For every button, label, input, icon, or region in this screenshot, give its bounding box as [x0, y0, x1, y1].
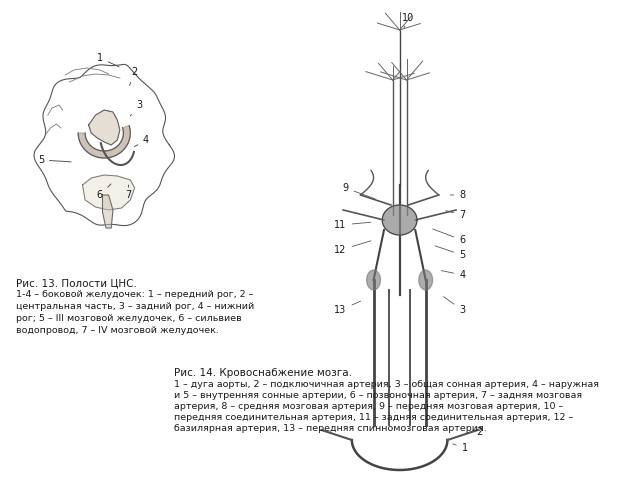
- Text: 12: 12: [334, 241, 371, 255]
- Text: 1: 1: [97, 53, 119, 67]
- Text: 3: 3: [131, 100, 142, 116]
- Polygon shape: [88, 110, 120, 145]
- Text: 1: 1: [452, 443, 468, 453]
- Text: 9: 9: [342, 183, 375, 199]
- Polygon shape: [419, 270, 433, 290]
- Polygon shape: [367, 270, 381, 290]
- Text: 1 – дуга аорты, 2 – подключичная артерия, 3 – общая сонная артерия, 4 – наружная: 1 – дуга аорты, 2 – подключичная артерия…: [173, 380, 599, 389]
- Text: Рис. 14. Кровоснабжение мозга.: Рис. 14. Кровоснабжение мозга.: [173, 368, 352, 378]
- Text: водопровод, 7 – IV мозговой желудочек.: водопровод, 7 – IV мозговой желудочек.: [15, 326, 218, 335]
- Text: и 5 – внутренняя сонные артерии, 6 – позвоночная артерия, 7 – задняя мозговая: и 5 – внутренняя сонные артерии, 6 – поз…: [173, 391, 582, 400]
- Text: 4: 4: [134, 135, 149, 146]
- Text: базилярная артерия, 13 – передняя спинномозговая артерия.: базилярная артерия, 13 – передняя спинно…: [173, 424, 486, 433]
- Text: 1-4 – боковой желудочек: 1 – передний рог, 2 –: 1-4 – боковой желудочек: 1 – передний ро…: [15, 290, 253, 299]
- Text: 8: 8: [450, 190, 465, 200]
- Text: передняя соединительная артерия, 11 – задняя соединительная артерия, 12 –: передняя соединительная артерия, 11 – за…: [173, 413, 573, 422]
- Text: Рис. 13. Полости ЦНС.: Рис. 13. Полости ЦНС.: [15, 278, 136, 288]
- Text: 3: 3: [444, 297, 465, 315]
- Text: 4: 4: [442, 270, 465, 280]
- Polygon shape: [102, 195, 113, 228]
- Text: 11: 11: [335, 220, 371, 230]
- Text: 6: 6: [433, 229, 465, 245]
- Text: 13: 13: [335, 301, 360, 315]
- Polygon shape: [78, 126, 131, 158]
- Text: 5: 5: [435, 246, 465, 260]
- Polygon shape: [382, 205, 417, 235]
- Polygon shape: [83, 175, 134, 210]
- Text: артерия, 8 – средняя мозговая артерия, 9 – передняя мозговая артерия, 10 –: артерия, 8 – средняя мозговая артерия, 9…: [173, 402, 563, 411]
- Text: 7: 7: [125, 185, 132, 200]
- Text: 5: 5: [38, 155, 71, 165]
- Text: центральная часть, 3 – задний рог, 4 – нижний: центральная часть, 3 – задний рог, 4 – н…: [15, 302, 254, 311]
- Text: рог; 5 – III мозговой желудочек, 6 – сильвиев: рог; 5 – III мозговой желудочек, 6 – сил…: [15, 314, 241, 323]
- Text: 2: 2: [470, 427, 483, 437]
- Text: 10: 10: [402, 13, 415, 28]
- Text: 6: 6: [97, 184, 111, 200]
- Text: 2: 2: [129, 67, 138, 85]
- Text: 7: 7: [445, 210, 465, 220]
